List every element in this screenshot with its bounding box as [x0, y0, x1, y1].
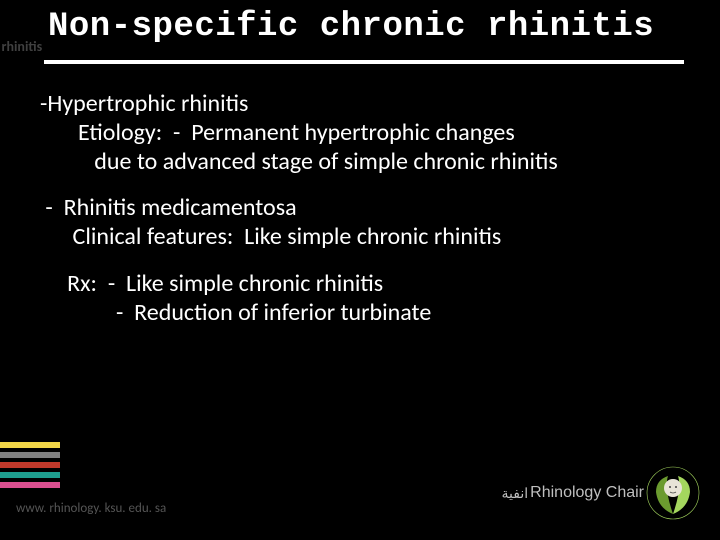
watermark-text: onic rhinitis	[0, 38, 42, 55]
body-line-5: Clinical features: Like simple chronic r…	[40, 223, 558, 252]
title-divider	[44, 60, 684, 64]
page-title: Non-specific chronic rhinitis	[48, 8, 654, 46]
sidebar-color-blocks	[0, 442, 60, 492]
body-line-3: due to advanced stage of simple chronic …	[40, 148, 558, 177]
color-block-1	[0, 442, 60, 448]
color-block-4	[0, 472, 60, 478]
color-block-5	[0, 482, 60, 488]
body-line-7: - Reduction of inferior turbinate	[40, 299, 558, 328]
body-content: -Hypertrophic rhinitis Etiology: - Perma…	[40, 90, 558, 328]
footer-url: www. rhinology. ksu. edu. sa	[16, 501, 166, 516]
leaf-head-icon	[646, 466, 700, 520]
footer-chair-label: Rhinology Chair	[530, 484, 644, 502]
footer-arabic: انفية	[502, 485, 529, 502]
body-line-6: Rx: - Like simple chronic rhinitis	[40, 270, 558, 299]
footer-right: انفية Rhinology Chair	[502, 466, 700, 520]
body-line-2: Etiology: - Permanent hypertrophic chang…	[40, 119, 558, 148]
body-line-4: - Rhinitis medicamentosa	[40, 194, 558, 223]
color-block-3	[0, 462, 60, 468]
body-line-1: -Hypertrophic rhinitis	[40, 90, 558, 119]
color-block-2	[0, 452, 60, 458]
